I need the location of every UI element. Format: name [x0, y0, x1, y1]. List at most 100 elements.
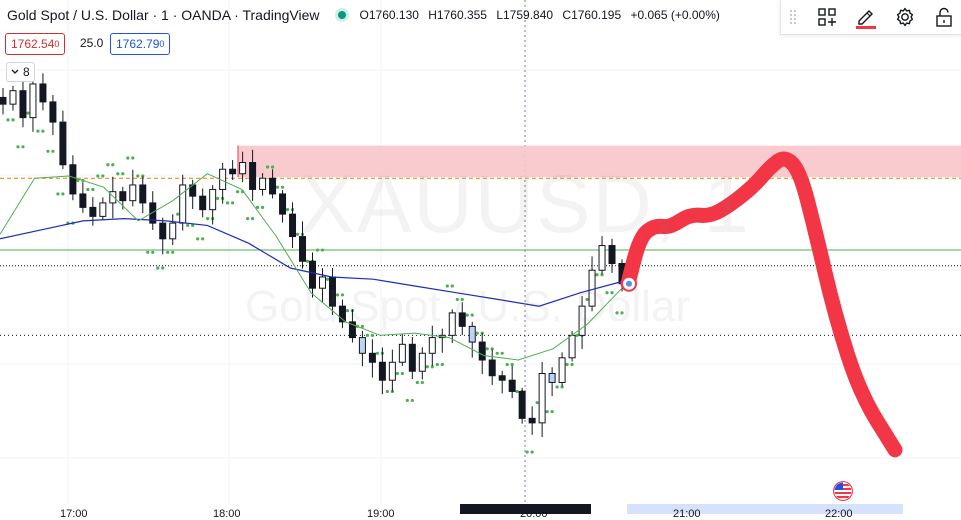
brush-tool-button[interactable]	[853, 4, 879, 30]
psar-dot	[365, 333, 370, 337]
projection-time-range-highlight	[627, 504, 903, 514]
us-economic-event-flag-icon[interactable]	[833, 481, 853, 501]
psar-dot	[605, 291, 609, 295]
psar-dot	[395, 371, 399, 376]
candle-body	[99, 202, 107, 217]
psar-dot	[246, 217, 250, 221]
candle-body	[229, 168, 237, 175]
psar-dot	[51, 149, 55, 153]
psar-dot	[405, 398, 409, 403]
settings-gear-icon	[896, 7, 914, 27]
psar-dot	[231, 201, 235, 205]
change-value: +0.065 (+0.00%)	[630, 8, 720, 22]
psar-dot	[236, 190, 240, 194]
psar-dot	[121, 172, 125, 176]
time-axis[interactable]: 17:00 18:00 19:00 20:00 21:00 22:00	[0, 504, 961, 520]
psar-dot	[470, 313, 474, 317]
psar-dot	[36, 129, 40, 133]
sell-price: 1762.54	[11, 37, 55, 51]
psar-dot	[435, 362, 439, 367]
psar-dot	[485, 347, 489, 351]
candle-body	[538, 372, 546, 424]
psar-dot	[226, 201, 230, 205]
psar-dot	[345, 309, 350, 313]
candle-body	[129, 184, 137, 202]
candle-body	[39, 83, 47, 103]
time-tick-label: 21:00	[673, 508, 701, 520]
psar-dot	[545, 410, 549, 414]
psar-dot	[595, 273, 599, 277]
drawing-toolbar	[780, 0, 961, 35]
buy-button[interactable]: 1762.79 0	[110, 33, 171, 55]
candle-body	[29, 83, 37, 119]
sell-price-pip: 0	[54, 39, 60, 49]
psar-dot	[86, 187, 90, 192]
settings-button[interactable]	[892, 4, 918, 30]
psar-dot	[570, 362, 574, 367]
candle-body	[408, 343, 416, 372]
candle-body	[89, 206, 97, 217]
projection-anchor-handle[interactable]	[621, 275, 637, 292]
psar-dot	[186, 223, 190, 227]
psar-dot	[455, 297, 459, 302]
candle-body	[448, 312, 456, 336]
symbol-title[interactable]: Gold Spot / U.S. Dollar · 1 · OANDA · Tr…	[7, 7, 320, 23]
psar-dot	[375, 351, 379, 355]
market-open-status-icon[interactable]	[337, 11, 346, 19]
psar-dot	[131, 156, 135, 160]
psar-dot	[385, 389, 389, 394]
psar-dot	[620, 311, 624, 315]
psar-dot	[141, 174, 145, 178]
sell-button[interactable]: 1762.54 0	[5, 33, 66, 55]
psar-dot	[425, 365, 429, 369]
time-tick-label: 20:00	[520, 508, 548, 520]
psar-dot	[410, 398, 414, 403]
psar-dot	[285, 208, 290, 212]
psar-dot	[76, 178, 80, 183]
psar-dot	[106, 163, 110, 167]
candle-body	[299, 236, 307, 262]
psar-dot	[465, 313, 469, 317]
candlestick-series	[0, 73, 626, 437]
psar-dot	[510, 362, 514, 367]
candle-body	[458, 312, 466, 327]
candle-body	[149, 202, 157, 224]
psar-dot	[91, 187, 95, 192]
psar-dot	[275, 185, 280, 189]
candle-body	[368, 352, 376, 363]
lock-button[interactable]	[931, 4, 957, 30]
psar-dot	[515, 389, 519, 394]
psar-dot	[615, 311, 619, 315]
candle-body	[199, 195, 207, 211]
candle-body	[49, 101, 57, 123]
psar-dot	[46, 149, 50, 153]
psar-dot	[96, 174, 100, 178]
psar-dot	[26, 111, 30, 115]
layout-grid-button[interactable]	[814, 4, 840, 30]
layout-grid-icon	[818, 8, 836, 26]
indicators-toggle-button[interactable]: 8	[6, 62, 35, 82]
resistance-zone[interactable]	[238, 145, 961, 178]
candle-body	[358, 337, 366, 354]
candle-body	[348, 321, 356, 339]
drag-handle-icon[interactable]	[789, 8, 797, 26]
candle-body	[59, 121, 67, 166]
psar-dot	[295, 232, 300, 236]
candle-body	[568, 334, 576, 359]
price-projection-brush-stroke[interactable]	[620, 151, 903, 458]
psar-dot	[116, 172, 120, 176]
psar-dot	[156, 266, 160, 270]
psar-dot	[16, 145, 20, 149]
psar-dot	[161, 266, 165, 270]
psar-dot	[495, 351, 499, 355]
time-tick-label: 17:00	[60, 508, 88, 520]
candle-body	[598, 245, 606, 271]
psar-dot	[216, 196, 220, 201]
watermark-name: Gold Spot / U.S. Dollar	[245, 282, 691, 331]
psar-dot	[171, 250, 175, 254]
low-value: L1759.840	[496, 8, 554, 22]
psar-dot	[191, 223, 195, 227]
price-chart[interactable]	[0, 0, 961, 504]
psar-dot	[111, 163, 115, 167]
candle-body	[528, 417, 536, 424]
